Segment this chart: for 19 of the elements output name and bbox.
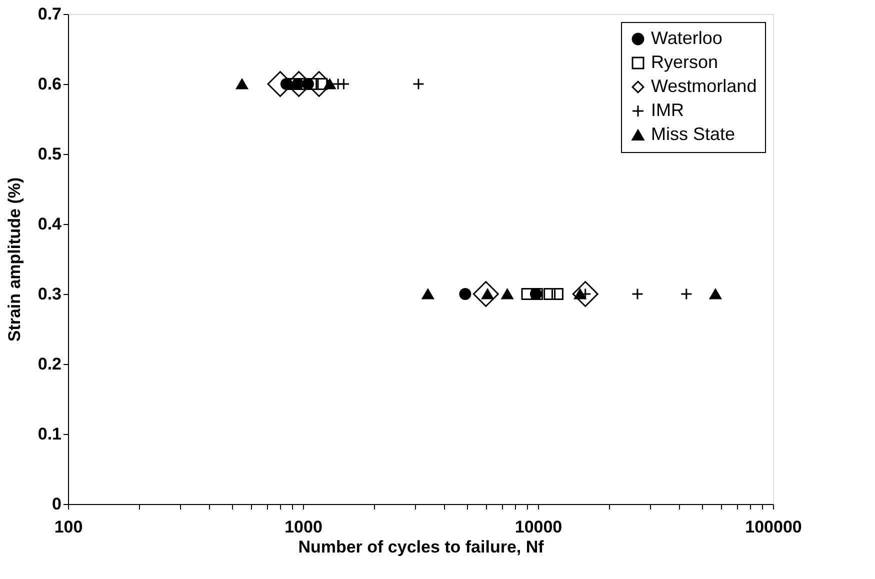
x-tick-label: 100: [54, 518, 83, 536]
y-tick-label: 0.6: [38, 74, 62, 94]
legend-label: Waterloo: [651, 28, 722, 48]
legend-label: Ryerson: [651, 52, 718, 72]
y-tick-label: 0: [52, 494, 62, 514]
y-tick-label: 0.1: [38, 424, 62, 444]
legend-label: IMR: [651, 100, 684, 120]
x-axis-title: Number of cycles to failure, Nf: [298, 538, 544, 556]
x-tick-label: 10000: [514, 518, 562, 536]
y-tick-label: 0.4: [38, 214, 62, 234]
legend-label: Westmorland: [651, 76, 757, 96]
y-tick-label: 0.5: [38, 144, 62, 164]
y-tick-label: 0.3: [38, 284, 62, 304]
y-tick-label: 0.7: [38, 4, 62, 24]
y-tick-label: 0.2: [38, 354, 62, 374]
y-axis-title: Strain amplitude (%): [4, 177, 24, 342]
x-tick-label: 100000: [745, 518, 802, 536]
x-tick-label: 1000: [284, 518, 322, 536]
legend-label: Miss State: [651, 124, 736, 144]
